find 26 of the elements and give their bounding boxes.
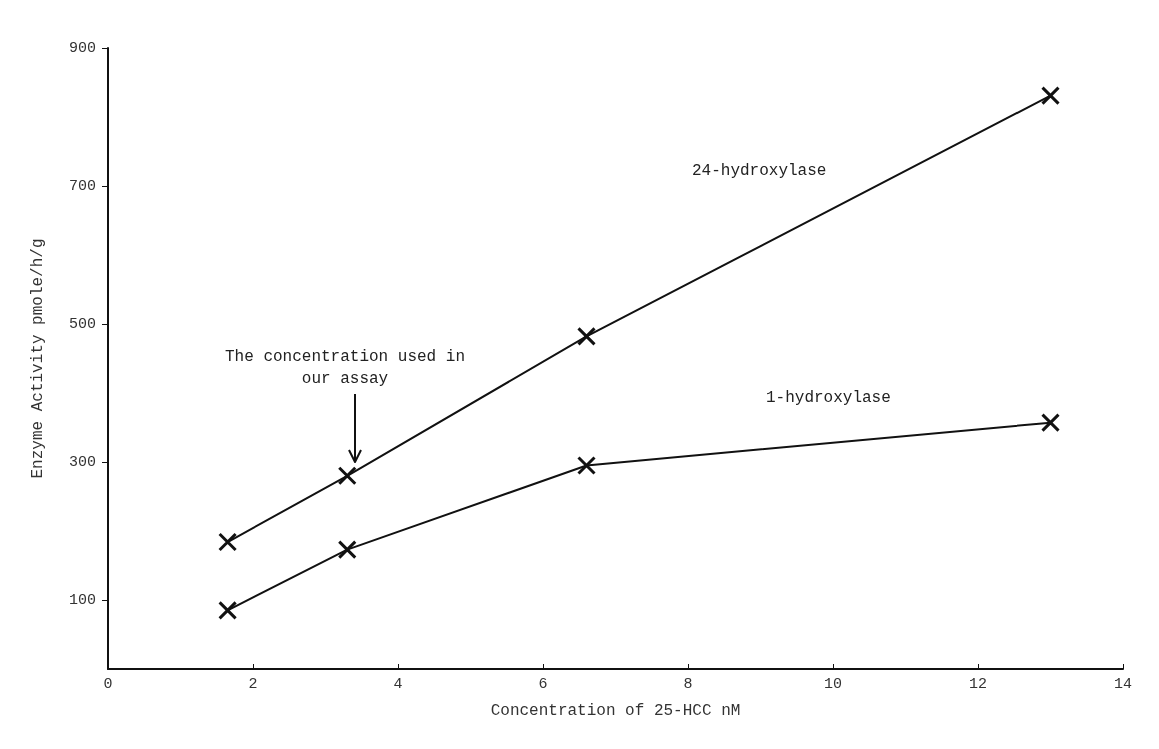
y-axis-title: Enzyme Activity pmole/h/g <box>29 238 47 479</box>
x-tick-label: 4 <box>393 676 403 693</box>
point <box>218 532 238 552</box>
x-tick-label: 6 <box>538 676 548 693</box>
annotation: The concentration used in our assay <box>224 348 466 388</box>
point <box>337 540 357 560</box>
x-tick-label: 0 <box>103 676 113 693</box>
point <box>218 600 238 620</box>
point <box>337 466 357 486</box>
x-tick-label: 8 <box>683 676 693 693</box>
x-tick-label: 14 <box>1113 676 1133 693</box>
y-tick-label: 900 <box>68 39 96 57</box>
x-tick-label: 10 <box>823 676 843 693</box>
point <box>1041 86 1060 106</box>
x-tick-label: 2 <box>248 676 258 693</box>
x-axis-title: Concentration of 25-HCC nM <box>490 702 741 720</box>
y-tick-label: 300 <box>68 453 96 471</box>
y-tick-label: 500 <box>68 315 96 333</box>
point <box>577 326 596 346</box>
point <box>577 455 596 475</box>
point <box>1041 413 1060 433</box>
series-label: 1-hydroxylase <box>766 388 891 407</box>
y-tick-label: 700 <box>68 177 96 195</box>
x-tick-label: 12 <box>968 676 988 693</box>
series-label: 24-hydroxylase <box>692 162 827 181</box>
y-tick-label: 100 <box>68 591 96 609</box>
